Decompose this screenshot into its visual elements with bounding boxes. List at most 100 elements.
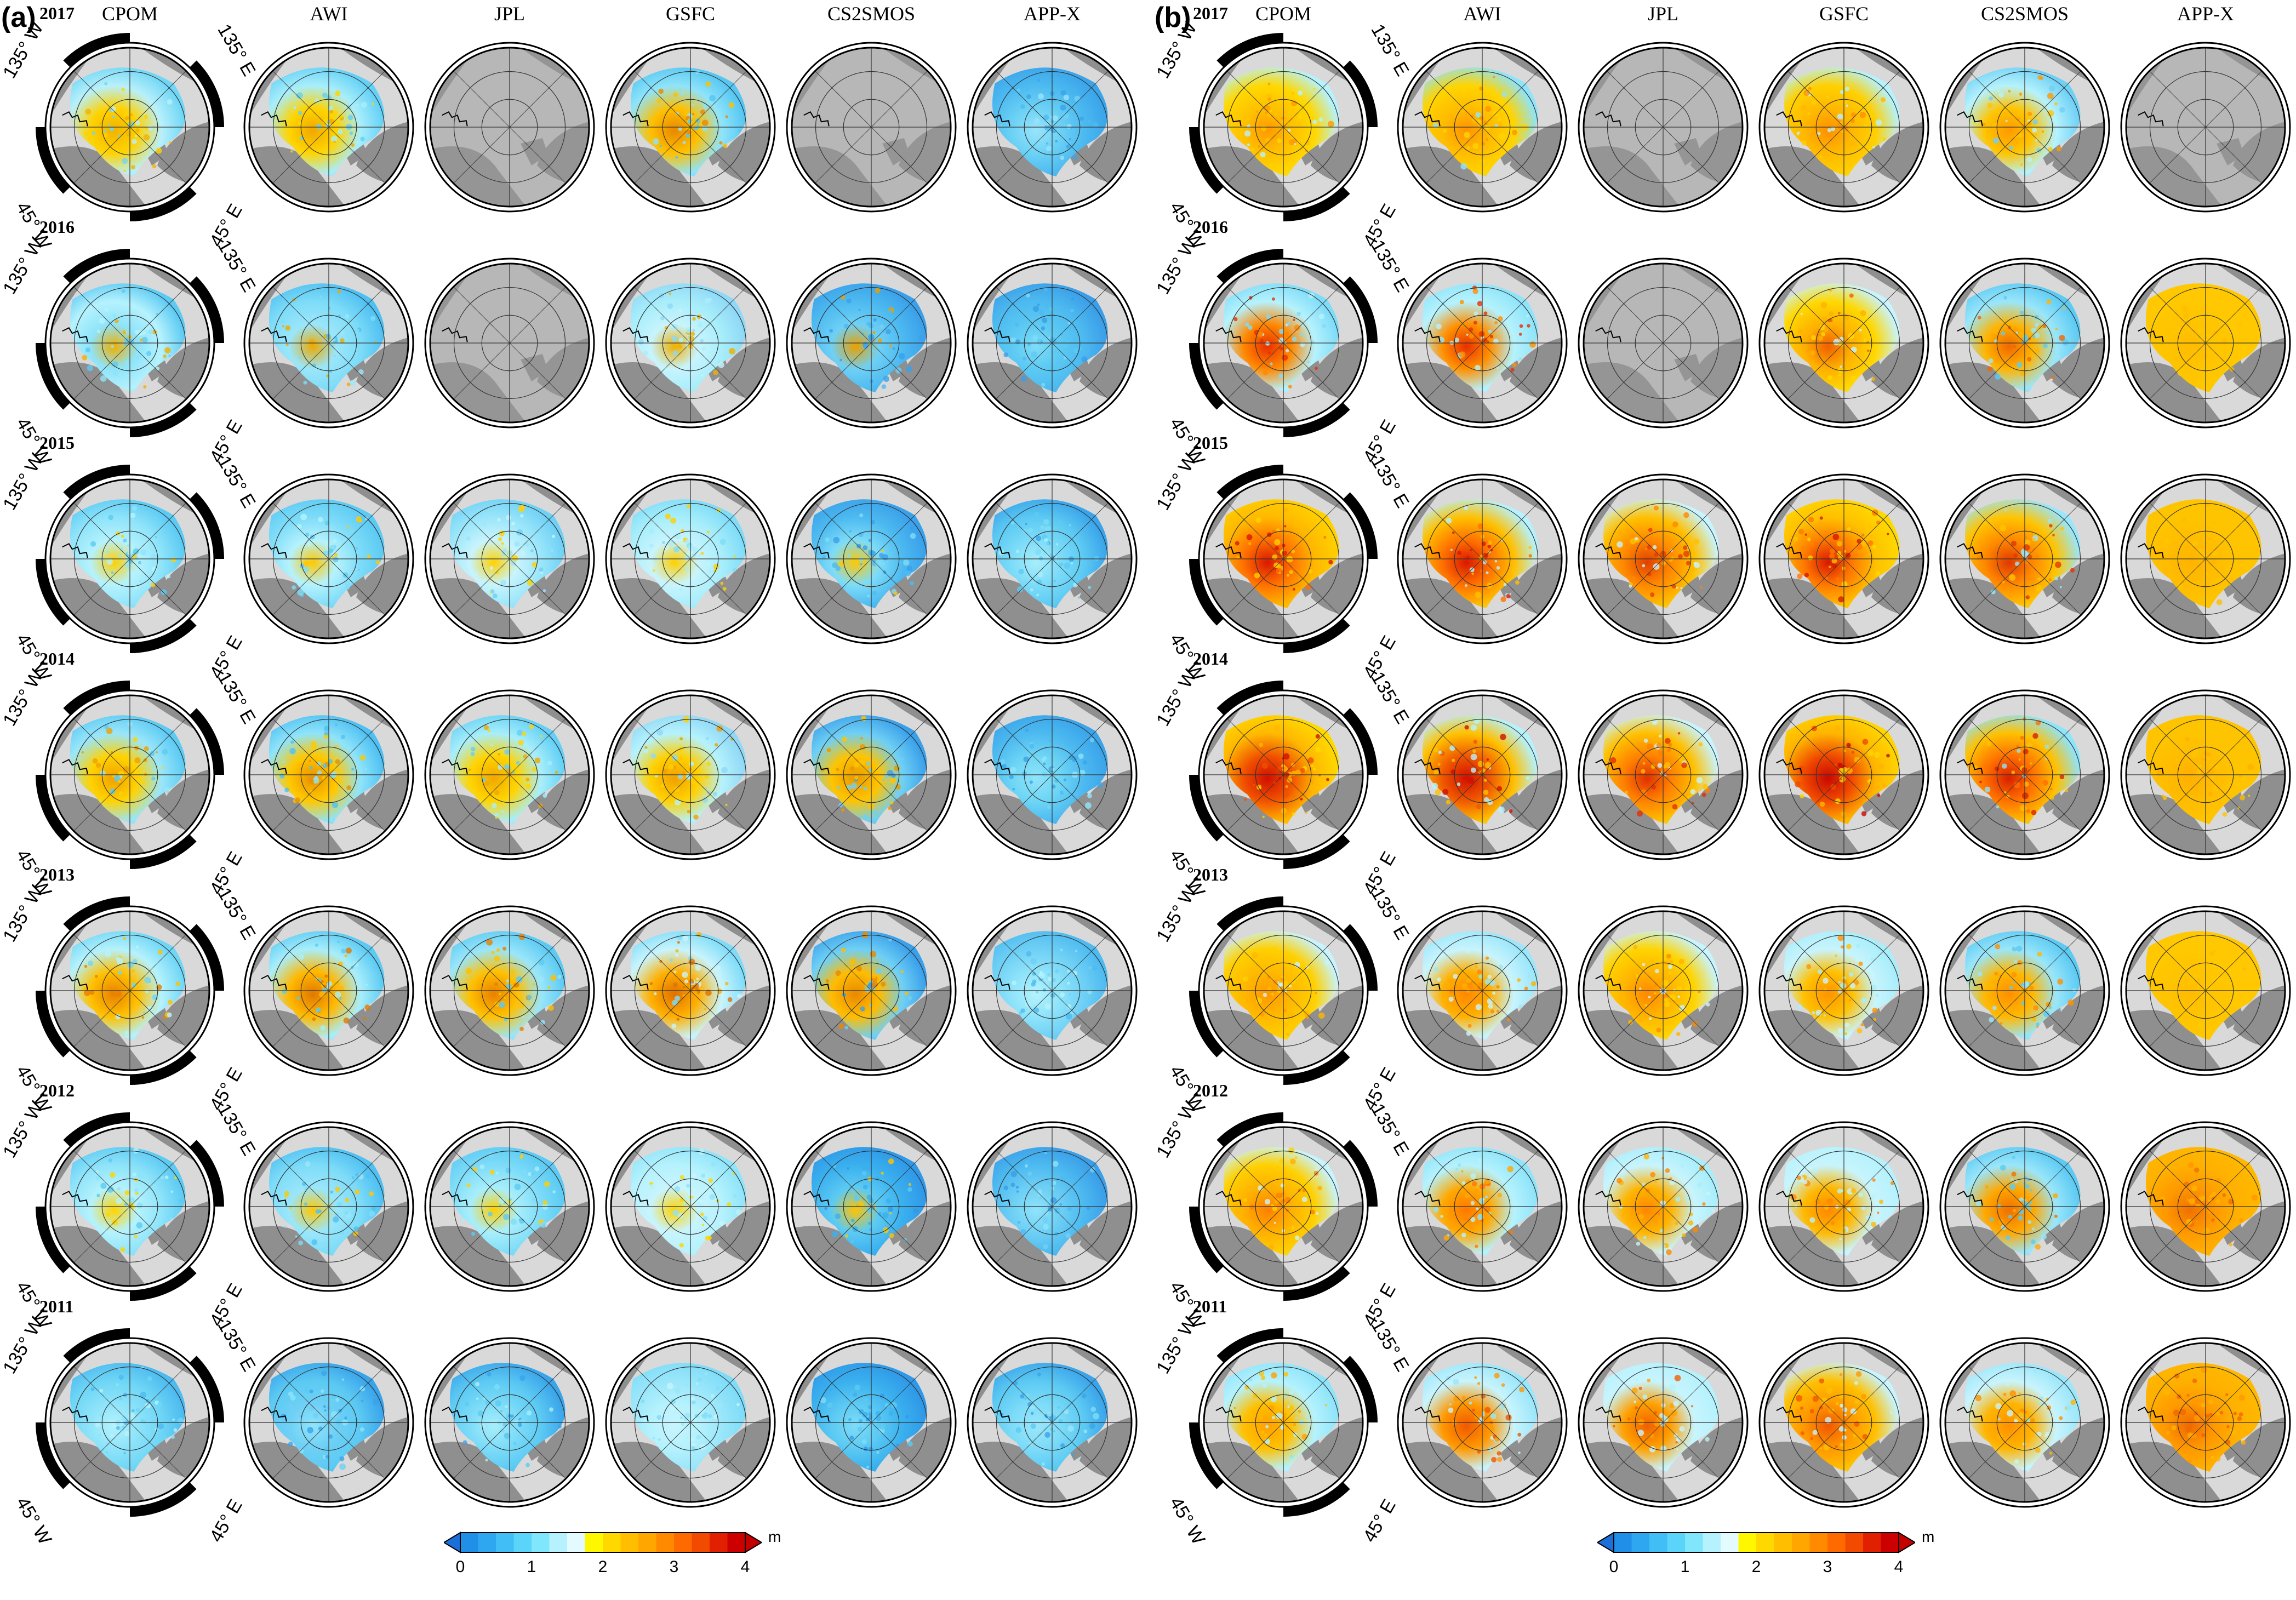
- ice-texture-dot: [1066, 1004, 1072, 1009]
- ice-texture-dot: [2017, 748, 2021, 753]
- ice-texture-dot: [499, 1204, 502, 1207]
- ice-texture-dot: [1077, 596, 1080, 599]
- land-eurasia: [1311, 1417, 1363, 1479]
- ice-texture-dot: [2043, 1010, 2050, 1018]
- ice-texture-dot: [1638, 1419, 1644, 1425]
- map-border-outer: [967, 258, 1138, 428]
- ice-texture-dot: [106, 728, 113, 734]
- ice-texture-dot: [2041, 1234, 2047, 1240]
- ice-texture-dot: [108, 972, 111, 975]
- ice-texture-dot: [1037, 93, 1044, 100]
- ice-texture-dot: [2065, 957, 2069, 961]
- ice-texture-dot: [1067, 322, 1071, 325]
- ice-texture-dot: [329, 1398, 334, 1403]
- ice-texture-dot: [2026, 742, 2032, 748]
- polar-map-1-6-0: 135° W 135° E45° W 45° E: [1155, 1314, 1412, 1548]
- colorbar-over-arrow: [1898, 1532, 1915, 1553]
- ice-texture-dot: [125, 120, 129, 124]
- polar-map-1-0-4: [1939, 42, 2110, 213]
- ice-texture-dot: [1470, 1173, 1476, 1179]
- ice-texture-dot: [2195, 1198, 2201, 1205]
- map-border-outer: [605, 1337, 776, 1508]
- ice-texture-dot: [1977, 316, 1981, 319]
- ice-texture-dot: [1610, 757, 1617, 764]
- ice-texture-dot: [495, 816, 498, 819]
- coastline: [261, 111, 287, 127]
- ice-texture-dot: [148, 980, 151, 984]
- land-eurasia: [1510, 769, 1562, 831]
- map-border-inner: [248, 478, 409, 639]
- ice-texture-dot: [156, 147, 162, 154]
- coastline: [62, 1406, 88, 1422]
- ice-texture-dot: [2020, 735, 2024, 740]
- ice-texture-dot: [361, 515, 365, 520]
- polar-map-1-6-3: [1758, 1337, 1929, 1508]
- ice-texture-dot: [1282, 1415, 1286, 1419]
- ice-texture-dot: [526, 542, 530, 547]
- ice-texture-dot: [1276, 1192, 1282, 1199]
- land-eurasia: [2052, 1201, 2104, 1263]
- ice-texture-dot: [682, 140, 686, 145]
- ice-texture-dot: [2009, 1390, 2017, 1397]
- map-border-inner: [1583, 47, 1744, 208]
- ice-texture-dot: [1676, 1448, 1679, 1451]
- land-eurasia: [899, 985, 951, 1047]
- column-header: GSFC: [665, 3, 716, 25]
- ice-texture-dot: [868, 1447, 873, 1452]
- meridian-line: [815, 287, 928, 399]
- ice-texture-dot: [1652, 545, 1657, 550]
- map-border-inner: [49, 47, 210, 208]
- ice-texture-dot: [863, 341, 869, 348]
- ice-texture-dot: [890, 801, 894, 804]
- ice-texture-dot: [1869, 112, 1874, 117]
- map-border-inner: [1763, 1342, 1924, 1503]
- ice-texture-dot: [2216, 1412, 2220, 1416]
- ice-texture-dot: [2037, 577, 2041, 581]
- ice-texture-dot: [2237, 1216, 2241, 1219]
- ice-texture-dot: [171, 557, 176, 563]
- ice-texture-dot: [2053, 1193, 2058, 1199]
- ice-texture-dot: [1047, 1206, 1053, 1212]
- map-border-inner: [1944, 478, 2105, 639]
- ice-texture-dot: [123, 538, 127, 542]
- ice-texture-dot: [118, 791, 123, 796]
- ice-texture-dot: [305, 532, 310, 537]
- ice-texture-dot: [1457, 551, 1462, 556]
- ice-texture-dot: [2179, 534, 2182, 537]
- ice-texture-dot: [2200, 1402, 2206, 1408]
- ice-texture-dot: [2018, 332, 2025, 339]
- ice-texture-dot: [172, 1418, 175, 1421]
- ice-texture-dot: [1861, 1393, 1867, 1399]
- land-eurasia: [1510, 1201, 1562, 1263]
- ice-texture-dot: [717, 1402, 723, 1408]
- ice-texture-dot: [538, 959, 545, 965]
- map-border-inner: [1402, 910, 1563, 1071]
- ice-texture-dot: [325, 1413, 329, 1416]
- ice-texture-dot: [1070, 562, 1073, 564]
- ice-texture-dot: [1849, 293, 1854, 298]
- land-eurasia: [1690, 1201, 1743, 1263]
- ice-texture-dot: [1059, 948, 1063, 952]
- ice-texture-dot: [1293, 1422, 1297, 1426]
- ice-texture-dot: [1265, 1425, 1269, 1428]
- ice-texture-dot: [468, 768, 471, 772]
- ice-texture-dot: [314, 775, 318, 780]
- ice-texture-dot: [288, 1441, 293, 1447]
- ice-texture-dot: [494, 1001, 500, 1007]
- ice-texture-dot: [2189, 1198, 2196, 1205]
- ice-texture-dot: [2023, 584, 2026, 586]
- ice-texture-dot: [308, 778, 314, 784]
- longitude-frame-arc: [129, 1266, 197, 1301]
- meridian-line: [2149, 1366, 2262, 1479]
- ice-texture-dot: [1635, 1378, 1638, 1381]
- ice-texture-dot: [1676, 986, 1682, 991]
- ice-texture-dot: [2042, 324, 2047, 329]
- ice-texture-dot: [1284, 1413, 1287, 1416]
- longitude-frame-arc: [63, 249, 130, 284]
- column-header: CS2SMOS: [827, 3, 916, 25]
- ice-texture-dot: [843, 323, 849, 329]
- ice-texture-dot: [1298, 114, 1303, 119]
- ice-texture-dot: [1830, 548, 1835, 554]
- ice-texture-dot: [1664, 997, 1669, 1002]
- polar-map-0-6-3: [605, 1337, 776, 1508]
